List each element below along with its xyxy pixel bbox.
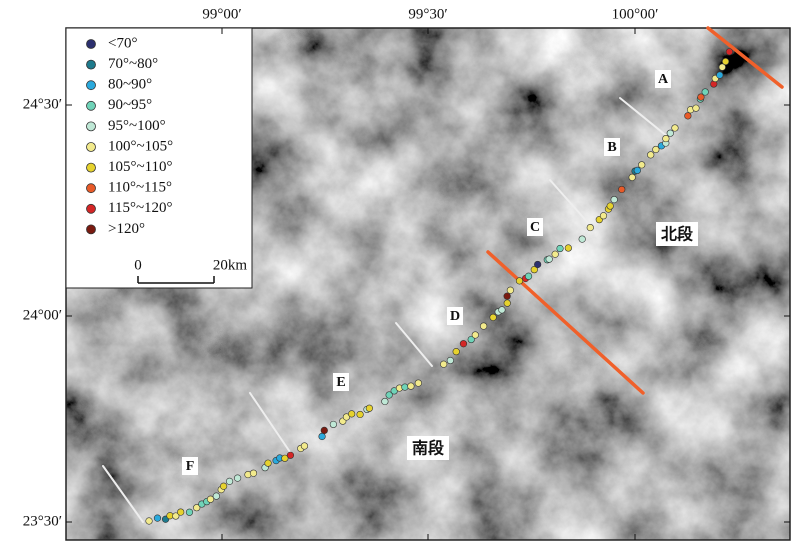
legend-swatch bbox=[87, 225, 96, 234]
legend-swatch bbox=[87, 163, 96, 172]
legend-swatch bbox=[87, 81, 96, 90]
region-label: 北段 bbox=[661, 225, 694, 244]
epicenter-dot bbox=[647, 152, 654, 159]
epicenter-dot bbox=[357, 411, 364, 418]
region-label: 南段 bbox=[412, 439, 445, 458]
epicenter-dot bbox=[472, 332, 479, 339]
longitude-label: 100°00′ bbox=[612, 6, 659, 22]
legend-swatch bbox=[87, 60, 96, 69]
longitude-label: 99°00′ bbox=[202, 6, 241, 22]
epicenter-dot bbox=[565, 245, 572, 252]
segment-label: E bbox=[336, 375, 345, 390]
segment-label: B bbox=[607, 140, 616, 155]
epicenter-dot bbox=[600, 212, 607, 219]
epicenter-dot bbox=[726, 48, 733, 55]
epicenter-dot bbox=[220, 483, 227, 490]
epicenter-dot bbox=[634, 167, 641, 174]
latitude-label: 24°30′ bbox=[23, 96, 62, 112]
latitude-label: 24°00′ bbox=[23, 307, 62, 323]
legend-label: <70° bbox=[108, 35, 137, 51]
epicenter-dot bbox=[507, 287, 514, 294]
epicenter-dot bbox=[618, 186, 625, 193]
scale-end: 20km bbox=[213, 257, 248, 273]
legend-label: 115°~120° bbox=[108, 200, 173, 216]
epicenter-dot bbox=[546, 256, 553, 263]
epicenter-dot bbox=[382, 398, 389, 405]
map: <70° 70°~80° 80~90° 90~95° 95°~100° 100°~105°… bbox=[0, 0, 794, 542]
epicenter-dot bbox=[667, 130, 674, 137]
epicenter-dot bbox=[186, 509, 193, 516]
epicenter-dot bbox=[693, 105, 700, 112]
legend-label: 100°~105° bbox=[108, 138, 173, 154]
legend-swatch bbox=[87, 122, 96, 131]
epicenter-dot bbox=[265, 460, 272, 467]
segment-label: A bbox=[658, 72, 669, 87]
epicenter-dot bbox=[226, 478, 233, 485]
legend-swatch bbox=[87, 204, 96, 213]
epicenter-dot bbox=[287, 452, 294, 459]
epicenter-dot bbox=[348, 411, 355, 418]
epicenter-dot bbox=[557, 245, 564, 252]
segment-label: C bbox=[530, 220, 540, 235]
epicenter-dot bbox=[504, 293, 511, 300]
epicenter-dot bbox=[480, 323, 487, 330]
scale-start: 0 bbox=[134, 257, 142, 273]
epicenter-dot bbox=[301, 443, 308, 450]
epicenter-dot bbox=[685, 113, 692, 120]
epicenter-dot bbox=[587, 224, 594, 231]
epicenter-dot bbox=[716, 72, 723, 79]
epicenter-dot bbox=[629, 174, 636, 181]
legend-label: 105°~110° bbox=[108, 159, 173, 175]
epicenter-dot bbox=[453, 348, 460, 355]
epicenter-dot bbox=[447, 357, 454, 364]
legend-swatch bbox=[87, 184, 96, 193]
epicenter-dot bbox=[440, 361, 447, 368]
legend-label: 90~95° bbox=[108, 97, 152, 113]
epicenter-dot bbox=[415, 380, 422, 387]
epicenter-dot bbox=[534, 261, 541, 268]
epicenter-dot bbox=[516, 278, 523, 285]
epicenter-dot bbox=[525, 273, 532, 280]
legend-swatch bbox=[87, 101, 96, 110]
epicenter-dot bbox=[366, 405, 373, 412]
epicenter-dot bbox=[663, 135, 670, 142]
epicenter-dot bbox=[213, 493, 220, 500]
segment-label: D bbox=[450, 309, 460, 324]
epicenter-dot bbox=[672, 125, 679, 132]
epicenter-dot bbox=[250, 470, 257, 477]
legend-label: 80~90° bbox=[108, 77, 152, 93]
epicenter-dot bbox=[207, 496, 214, 503]
epicenter-dot bbox=[638, 162, 645, 169]
legend-label: 110°~115° bbox=[108, 180, 172, 196]
legend-label: 95°~100° bbox=[108, 118, 166, 134]
epicenter-dot bbox=[499, 307, 506, 314]
epicenter-dot bbox=[402, 384, 409, 391]
epicenter-dot bbox=[552, 251, 559, 258]
epicenter-dot bbox=[177, 509, 184, 516]
epicenter-dot bbox=[234, 475, 241, 482]
epicenter-dot bbox=[579, 236, 586, 243]
legend-swatch bbox=[87, 143, 96, 152]
legend-label: 70°~80° bbox=[108, 56, 158, 72]
epicenter-dot bbox=[607, 203, 614, 210]
epicenter-dot bbox=[319, 433, 326, 440]
latitude-label: 23°30′ bbox=[23, 513, 62, 529]
epicenter-dot bbox=[611, 196, 618, 203]
epicenter-dot bbox=[702, 89, 709, 96]
segment-label: F bbox=[186, 459, 195, 474]
epicenter-dot bbox=[321, 427, 328, 434]
epicenter-dot bbox=[330, 421, 337, 428]
epicenter-dot bbox=[146, 518, 153, 525]
epicenter-dot bbox=[408, 383, 415, 390]
epicenter-dot bbox=[460, 340, 467, 347]
epicenter-dot bbox=[154, 515, 161, 522]
epicenter-dot bbox=[490, 314, 497, 321]
epicenter-dot bbox=[504, 300, 511, 307]
epicenter-dot bbox=[722, 58, 729, 65]
legend-label: >120° bbox=[108, 221, 145, 237]
longitude-label: 99°30′ bbox=[408, 6, 447, 22]
legend-swatch bbox=[87, 40, 96, 49]
